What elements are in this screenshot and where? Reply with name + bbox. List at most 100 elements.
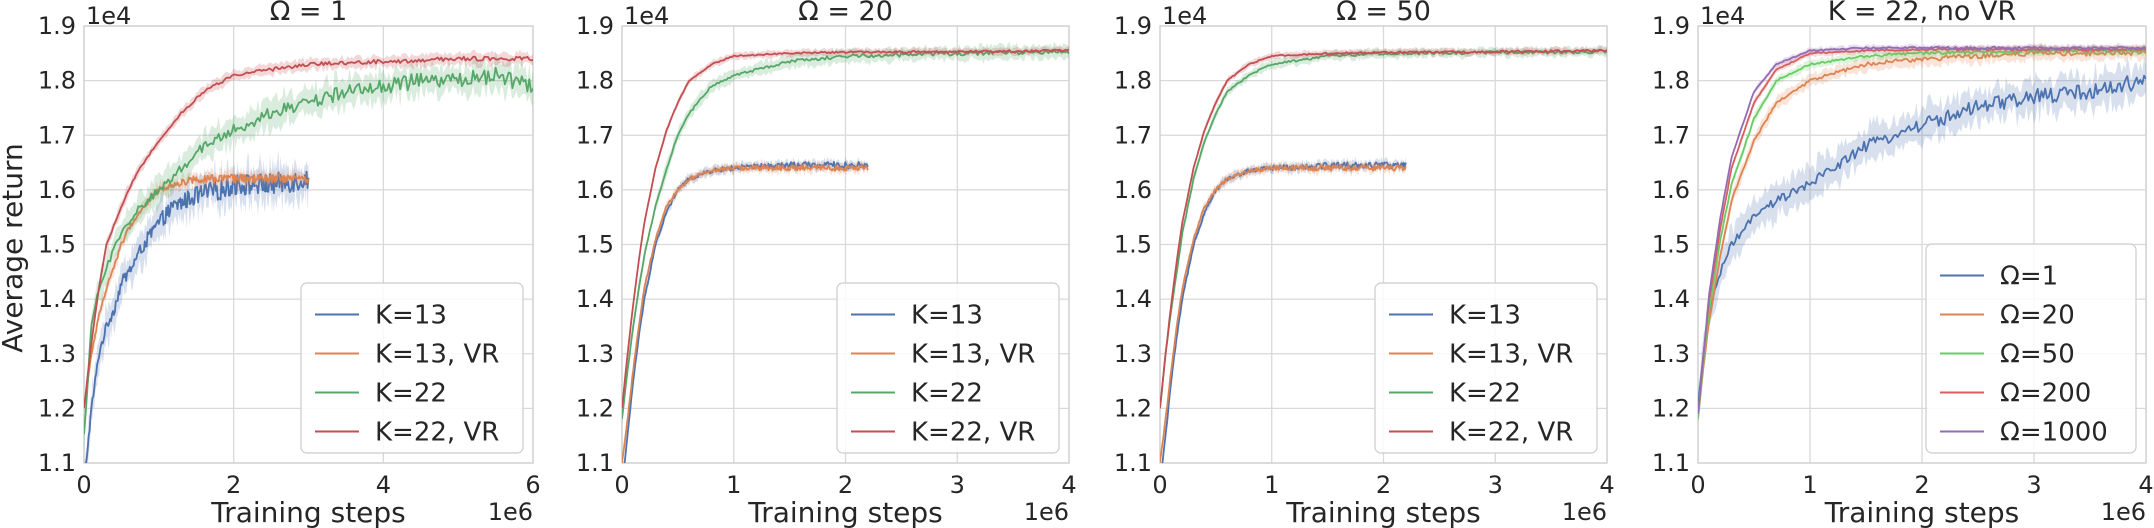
legend-label-4: Ω=200 xyxy=(2000,379,2091,409)
y-tick-label: 1.9 xyxy=(1652,12,1690,40)
y-tick-label: 1.5 xyxy=(1652,231,1690,259)
plot-frame xyxy=(1159,25,1608,464)
y-tick-label: 1.3 xyxy=(38,340,76,368)
legend-label-1: K=13 xyxy=(1449,301,1521,331)
x-tick-label: 2 xyxy=(838,471,853,499)
y-multiplier: 1e4 xyxy=(86,2,131,30)
x-tick-label: 0 xyxy=(1152,471,1167,499)
y-tick-label: 1.6 xyxy=(38,176,76,204)
chart-panel-3: 1.1 1.2 1.3 1.4 1.5 1.6 1.7 1.8 1.9 0 1 2 3 4 Ω = 50 Tr… xyxy=(1114,0,1615,528)
series-band-3 xyxy=(84,50,533,452)
plot-frame xyxy=(621,25,1070,464)
x-tick-label: 0 xyxy=(614,471,629,499)
y-multiplier: 1e4 xyxy=(1700,2,1745,30)
series-band-1 xyxy=(1698,55,2146,425)
y-tick-label: 1.7 xyxy=(1652,121,1690,149)
y-tick-label: 1.5 xyxy=(38,231,76,259)
legend-label-1: K=13 xyxy=(911,301,983,331)
legend-frame xyxy=(300,282,524,454)
legend: Ω=1 Ω=20 Ω=50 Ω=200 Ω=1000 xyxy=(1925,243,2137,454)
legend-frame xyxy=(836,282,1060,454)
y-tick-label: 1.4 xyxy=(38,285,76,313)
x-axis-label: Training steps xyxy=(1285,496,1481,528)
x-multiplier: 1e6 xyxy=(1024,498,1069,526)
legend-label-2: K=13, VR xyxy=(911,340,1035,370)
y-tick-label: 1.8 xyxy=(1652,67,1690,95)
x-tick-label: 4 xyxy=(1599,471,1614,499)
y-tick-label: 1.7 xyxy=(1114,121,1152,149)
y-tick-label: 1.9 xyxy=(576,12,614,40)
y-tick-label: 1.2 xyxy=(1114,394,1152,422)
y-tick-label: 1.3 xyxy=(1114,340,1152,368)
chart-title: Ω = 50 xyxy=(1336,0,1431,27)
legend-label-3: K=22 xyxy=(1449,379,1521,409)
y-tick-label: 1.6 xyxy=(576,176,614,204)
x-tick-label: 0 xyxy=(1690,471,1705,499)
y-tick-label: 1.1 xyxy=(38,449,76,477)
x-axis-label: Training steps xyxy=(1824,496,2020,528)
series-line-1 xyxy=(85,170,310,463)
x-tick-label: 3 xyxy=(1488,471,1503,499)
x-tick-label: 1 xyxy=(726,471,741,499)
y-tick-label: 1.2 xyxy=(1652,394,1690,422)
series-line-2 xyxy=(1698,49,2146,419)
y-tick-label: 1.5 xyxy=(576,231,614,259)
x-multiplier: 1e6 xyxy=(1562,498,1607,526)
y-tick-label: 1.6 xyxy=(1114,176,1152,204)
series-line-3 xyxy=(1160,49,1607,409)
legend: K=13 K=13, VR K=22 K=22, VR xyxy=(1374,282,1598,454)
plot-frame xyxy=(1697,25,2147,464)
y-tick-label: 1.2 xyxy=(38,394,76,422)
x-tick-label: 2 xyxy=(1914,471,1929,499)
legend-label-4: K=22, VR xyxy=(911,418,1035,448)
chart-title: Ω = 20 xyxy=(798,0,893,27)
series-group xyxy=(1698,42,2146,425)
series-line-4 xyxy=(1160,48,1607,409)
y-multiplier: 1e4 xyxy=(1162,2,1207,30)
x-tick-label: 2 xyxy=(1376,471,1391,499)
y-tick-label: 1.1 xyxy=(1652,449,1690,477)
x-tick-label: 2 xyxy=(226,471,241,499)
y-tick-label: 1.6 xyxy=(1652,176,1690,204)
series-line-4 xyxy=(84,55,533,409)
x-multiplier: 1e6 xyxy=(2101,498,2146,526)
series-line-3 xyxy=(1698,48,2146,419)
series-line-3 xyxy=(84,66,533,435)
legend-frame xyxy=(1925,243,2137,454)
x-tick-label: 4 xyxy=(2138,471,2153,499)
y-tick-label: 1.5 xyxy=(1114,231,1152,259)
y-tick-label: 1.8 xyxy=(1114,67,1152,95)
series-line-4 xyxy=(622,48,1069,409)
x-tick-label: 3 xyxy=(950,471,965,499)
y-tick-label: 1.3 xyxy=(1652,340,1690,368)
series-line-2 xyxy=(622,164,869,463)
x-axis-label: Training steps xyxy=(747,496,943,528)
y-tick-label: 1.4 xyxy=(1652,285,1690,313)
legend-frame xyxy=(1374,282,1598,454)
chart-title: Ω = 1 xyxy=(270,0,348,27)
y-axis-label: Average return xyxy=(0,143,29,353)
legend-label-2: K=13, VR xyxy=(1449,340,1573,370)
x-tick-label: 3 xyxy=(2026,471,2041,499)
legend-label-2: K=13, VR xyxy=(375,340,499,370)
series-line-2 xyxy=(84,173,310,408)
y-tick-label: 1.9 xyxy=(38,12,76,40)
legend-label-2: Ω=20 xyxy=(2000,301,2075,331)
legend-label-1: Ω=1 xyxy=(2000,262,2058,292)
x-tick-label: 1 xyxy=(1802,471,1817,499)
legend-label-5: Ω=1000 xyxy=(2000,418,2108,448)
y-tick-label: 1.8 xyxy=(576,67,614,95)
series-group xyxy=(1160,44,1607,463)
legend-label-1: K=13 xyxy=(375,301,447,331)
chart-panel-1: 1.1 1.2 1.3 1.4 1.5 1.6 1.7 1.8 1.9 0 2 4 6 Ω = 1 Trai… xyxy=(38,0,541,528)
series-group xyxy=(622,41,1069,463)
x-tick-label: 4 xyxy=(376,471,391,499)
series-line-5 xyxy=(1698,45,2146,414)
y-tick-label: 1.8 xyxy=(38,67,76,95)
legend-label-3: Ω=50 xyxy=(2000,340,2075,370)
x-tick-label: 4 xyxy=(1061,471,1076,499)
x-axis-label: Training steps xyxy=(210,496,406,528)
y-tick-label: 1.9 xyxy=(1114,12,1152,40)
series-line-1 xyxy=(623,161,869,463)
